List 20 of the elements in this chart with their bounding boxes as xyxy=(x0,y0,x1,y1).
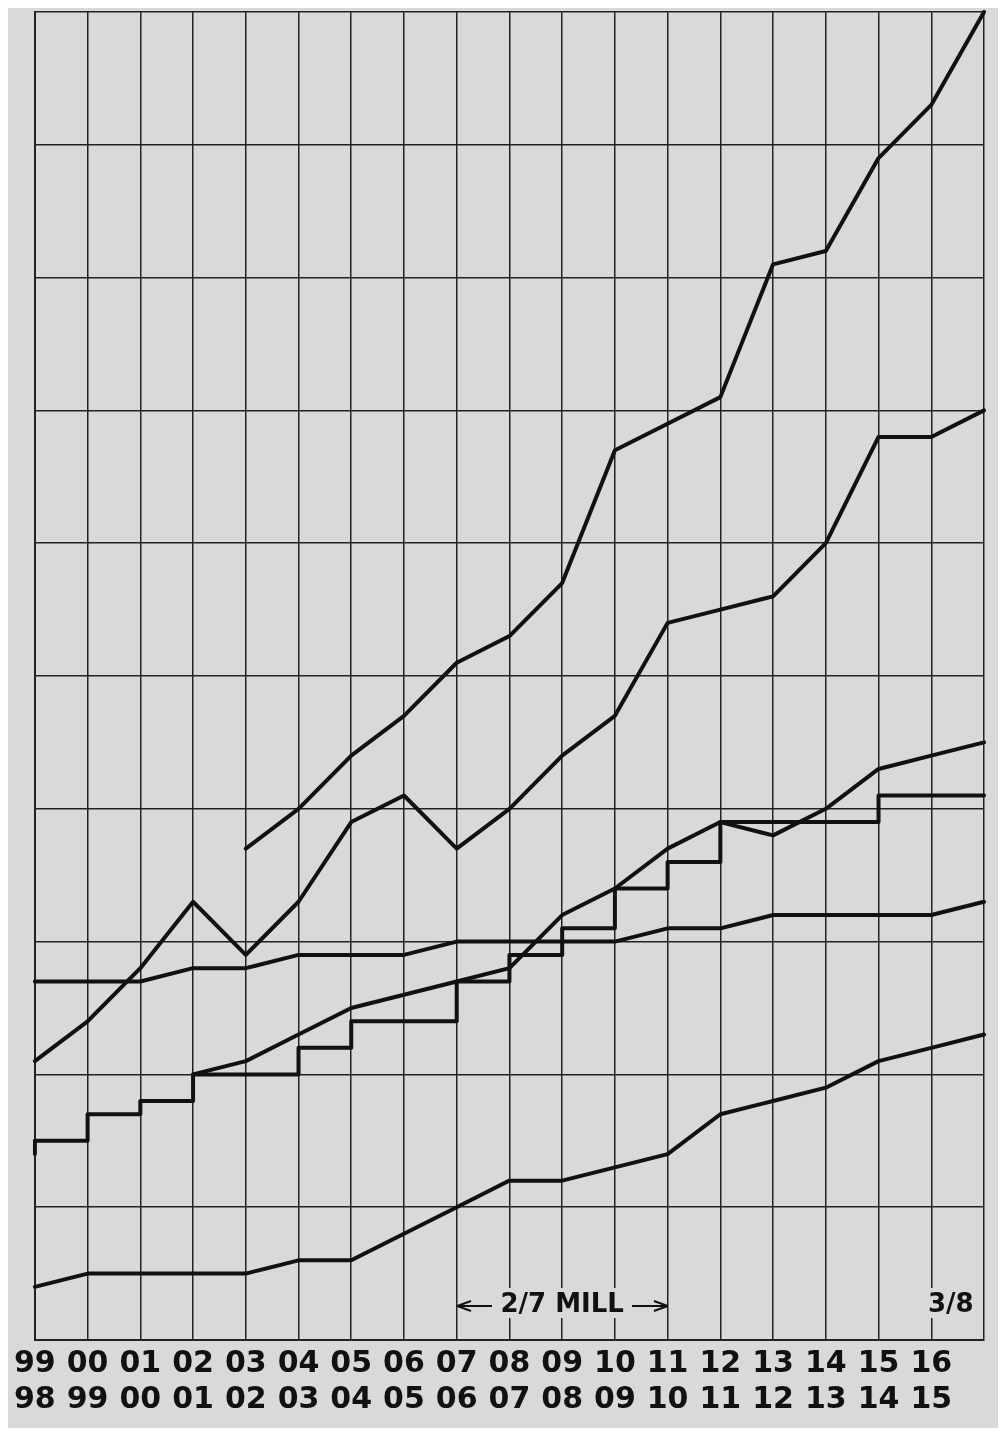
x-tick-label: 06 05 xyxy=(383,1343,425,1415)
annotation: 3/8 xyxy=(928,1288,974,1318)
x-tick-label: 10 09 xyxy=(594,1343,636,1415)
x-tick-label: 04 03 xyxy=(277,1343,320,1415)
x-tick-label: 15 14 xyxy=(857,1343,900,1415)
x-tick-label: 01 00 xyxy=(119,1343,162,1415)
x-tick-label: 16 15 xyxy=(910,1343,953,1415)
x-tick-label: 07 06 xyxy=(435,1343,478,1415)
x-tick-label: 99 98 xyxy=(14,1343,56,1415)
x-tick-label: 05 04 xyxy=(330,1343,373,1415)
x-tick-label: 11 10 xyxy=(646,1343,689,1415)
x-tick-label: 09 08 xyxy=(541,1343,584,1415)
x-tick-label: 03 02 xyxy=(224,1343,267,1415)
x-tick-label: 12 11 xyxy=(699,1343,742,1415)
x-tick-label: 08 07 xyxy=(488,1343,531,1415)
annotation: 2/7 MILL xyxy=(492,1288,633,1318)
x-tick-label: 14 13 xyxy=(804,1343,847,1415)
x-tick-label: 13 12 xyxy=(752,1343,794,1415)
x-tick-label: 00 99 xyxy=(66,1343,109,1415)
x-tick-label: 02 01 xyxy=(172,1343,214,1415)
